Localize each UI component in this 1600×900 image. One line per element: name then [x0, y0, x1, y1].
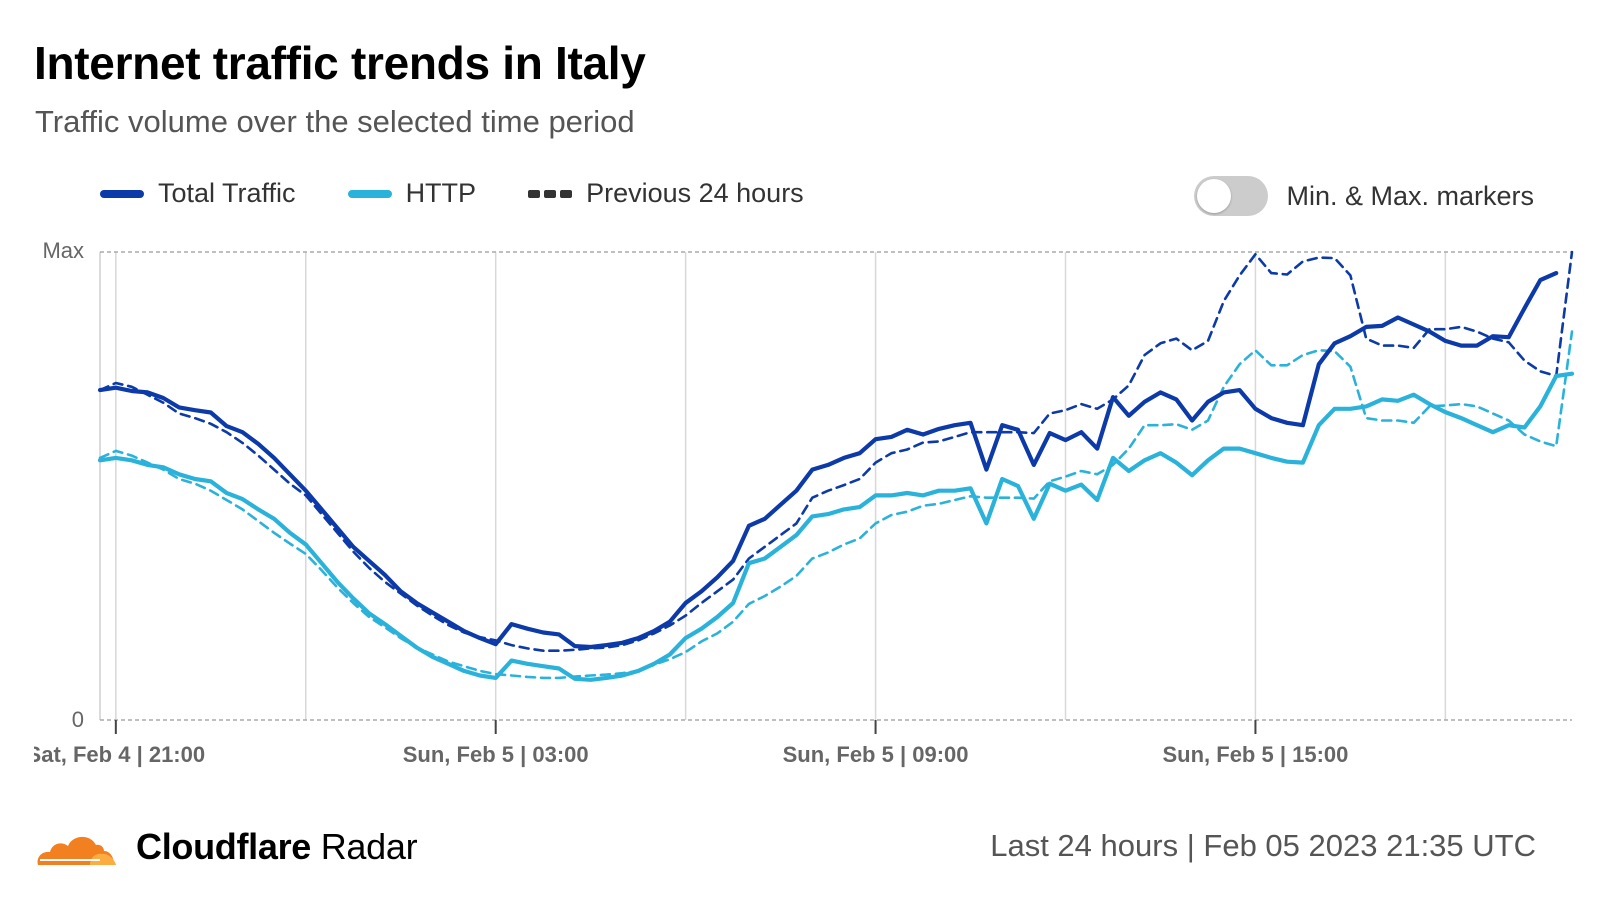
cloudflare-cloud-icon: [37, 836, 116, 865]
min-max-markers-control: Min. & Max. markers: [1194, 176, 1534, 216]
traffic-chart: Max 0 Sat, Feb 4 | 21:00 Sun, Feb 5 | 03:00…: [27, 238, 1575, 767]
legend-item-http[interactable]: HTTP: [347, 178, 477, 209]
toggle-knob: [1197, 179, 1232, 213]
cloudflare-radar-logo: Cloudflare Radar: [34, 826, 418, 868]
x-tick-label-2: Sun, Feb 5 | 09:00: [783, 742, 969, 767]
y-label-max: Max: [42, 238, 84, 263]
chart-title: Internet traffic trends in Italy: [34, 37, 646, 89]
total-traffic-line: [97, 271, 1559, 650]
timestamp: Feb 05 2023 21:35 UTC: [1203, 828, 1536, 863]
time-range-label: Last 24 hours: [990, 828, 1179, 863]
y-label-min: 0: [72, 707, 84, 732]
legend-swatch-total: [100, 189, 144, 198]
http-previous-line: [98, 330, 1574, 680]
legend-label-total: Total Traffic: [158, 178, 296, 208]
min-max-markers-label: Min. & Max. markers: [1286, 180, 1534, 211]
legend-item-previous-24-hours[interactable]: Previous 24 hours: [528, 178, 804, 209]
legend-swatch-previous: [528, 189, 573, 198]
brand-name-light: Radar: [320, 826, 418, 867]
time-range-info: Last 24 hours | Feb 05 2023 21:35 UTC: [990, 828, 1536, 864]
min-max-markers-toggle[interactable]: [1194, 176, 1269, 216]
http-line: [97, 371, 1575, 682]
brand-name-bold: Cloudflare: [136, 826, 312, 867]
x-tick-label-0: Sat, Feb 4 | 21:00: [27, 742, 206, 767]
chart-subtitle: Traffic volume over the selected time pe…: [35, 104, 635, 139]
legend-label-previous: Previous 24 hours: [586, 178, 804, 208]
x-tick-label-3: Sun, Feb 5 | 15:00: [1162, 742, 1348, 767]
legend-label-http: HTTP: [405, 178, 477, 208]
legend-swatch-http: [347, 189, 392, 198]
time-range-separator: |: [1186, 828, 1195, 863]
legend-item-total-traffic[interactable]: Total Traffic: [100, 178, 296, 209]
x-tick-label-1: Sun, Feb 5 | 03:00: [403, 742, 589, 767]
total-traffic-previous-line: [98, 250, 1574, 652]
legend: Total Traffic HTTP Previous 24 hours: [100, 178, 856, 209]
brand-name: Cloudflare Radar: [136, 826, 418, 868]
